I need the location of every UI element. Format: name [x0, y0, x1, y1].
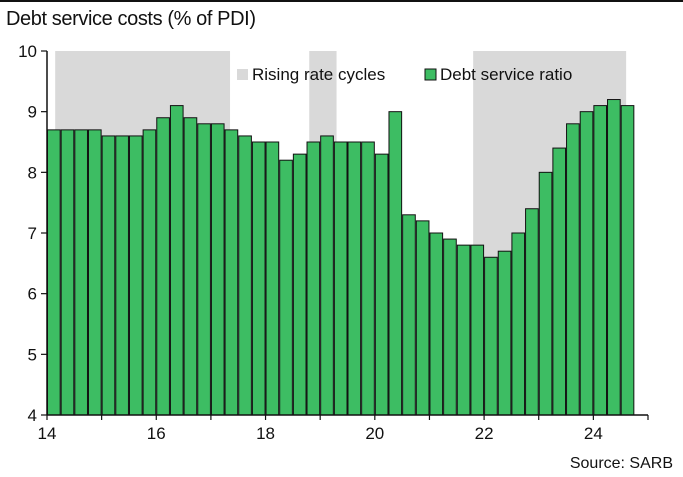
top-rule	[0, 0, 683, 2]
source-note: Source: SARB	[569, 455, 673, 472]
bar-10	[183, 117, 198, 416]
y-tick-label-2: 6	[28, 285, 37, 304]
bar-17	[279, 159, 293, 416]
y-tick-label-1: 5	[28, 345, 37, 364]
x-tick-label-5: 24	[584, 424, 603, 443]
bar-37	[552, 147, 567, 416]
bar-35	[525, 208, 539, 416]
bar-28	[429, 232, 444, 416]
bar-11	[197, 123, 211, 416]
bar-3	[87, 129, 102, 416]
bar-6	[128, 135, 143, 416]
chart-title: Debt service costs (% of PDI)	[6, 8, 256, 30]
bar-5	[115, 135, 129, 416]
x-tick-label-0: 14	[38, 424, 57, 443]
legend-swatch-bars	[424, 68, 437, 81]
bar-13	[224, 129, 239, 416]
x-tick-label-3: 20	[365, 424, 384, 443]
bar-27	[415, 220, 430, 416]
bar-18	[292, 153, 307, 416]
bar-0	[47, 129, 61, 416]
bar-33	[497, 250, 512, 416]
bar-30	[456, 244, 471, 416]
x-tick-label-4: 22	[475, 424, 494, 443]
bar-41	[607, 99, 621, 416]
y-tick-label-0: 4	[28, 406, 37, 425]
bar-21	[333, 141, 348, 416]
legend-label-bars: Debt service ratio	[440, 65, 572, 84]
bar-34	[511, 232, 526, 416]
bar-1	[60, 129, 75, 416]
x-tick-label-1: 16	[147, 424, 166, 443]
bar-4	[101, 135, 116, 416]
legend-label-shaded: Rising rate cycles	[252, 65, 385, 84]
bar-15	[251, 141, 266, 416]
bar-40	[593, 105, 608, 416]
bar-19	[306, 141, 321, 416]
bar-26	[402, 214, 416, 416]
bar-8	[156, 117, 170, 416]
y-tick-label-3: 7	[28, 224, 37, 243]
legend-swatch-shaded	[237, 69, 248, 80]
bar-36	[538, 171, 553, 416]
bar-31	[470, 244, 485, 416]
bar-32	[484, 256, 498, 416]
bar-2	[74, 129, 88, 416]
bar-29	[443, 238, 457, 416]
y-tick-label-5: 9	[28, 103, 37, 122]
bar-7	[142, 129, 157, 416]
bar-23	[361, 141, 375, 416]
bar-24	[374, 153, 389, 416]
bar-20	[320, 135, 334, 416]
bar-9	[169, 105, 184, 416]
bar-14	[238, 135, 252, 416]
x-tick-label-2: 18	[256, 424, 275, 443]
y-tick-label-4: 8	[28, 163, 37, 182]
bar-38	[566, 123, 580, 416]
bar-12	[210, 123, 225, 416]
bar-25	[388, 111, 403, 416]
bar-42	[620, 105, 635, 416]
bar-39	[579, 111, 594, 416]
bar-22	[347, 141, 362, 416]
y-tick-label-6: 10	[18, 42, 37, 61]
bar-16	[265, 141, 280, 416]
